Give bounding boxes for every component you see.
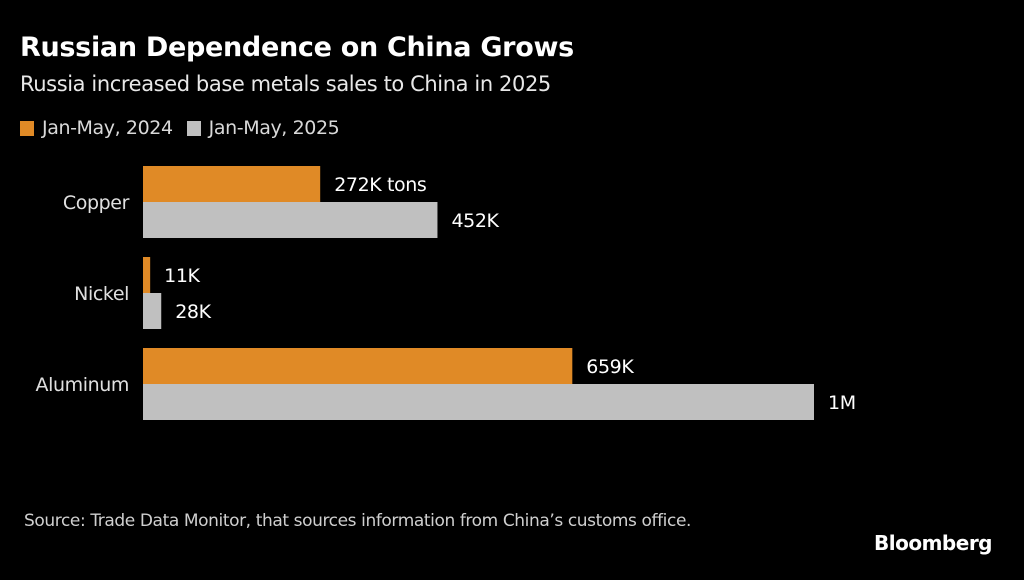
value-label-copper-2025: 452K — [451, 210, 499, 232]
bar-nickel-2025 — [143, 293, 162, 329]
legend-label-2024: Jan-May, 2024 — [42, 117, 173, 139]
legend-swatch-2024 — [20, 120, 34, 136]
bloomberg-logo: Bloomberg — [874, 531, 992, 555]
category-label-copper: Copper — [63, 192, 130, 214]
bar-nickel-2024 — [143, 257, 151, 293]
legend: Jan-May, 2024 Jan-May, 2025 — [20, 117, 353, 139]
value-label-nickel-2025: 28K — [175, 301, 211, 323]
chart-subtitle: Russia increased base metals sales to Ch… — [20, 72, 551, 96]
bar-copper-2025 — [143, 202, 438, 238]
legend-item-2025: Jan-May, 2025 — [186, 117, 340, 139]
value-label-nickel-2024: 11K — [164, 265, 200, 287]
bar-aluminum-2025 — [143, 384, 814, 420]
category-label-aluminum: Aluminum — [36, 374, 130, 396]
bar-aluminum-2024 — [143, 348, 573, 384]
chart-title: Russian Dependence on China Grows — [20, 32, 574, 63]
value-label-aluminum-2024: 659K — [586, 356, 634, 378]
value-label-aluminum-2025: 1M — [828, 392, 856, 414]
value-label-copper-2024: 272K tons — [334, 174, 426, 196]
category-label-nickel: Nickel — [74, 283, 129, 305]
bar-copper-2024 — [143, 166, 321, 202]
legend-label-2025: Jan-May, 2025 — [208, 117, 340, 139]
source-note: Source: Trade Data Monitor, that sources… — [24, 511, 692, 531]
legend-swatch-2025 — [186, 120, 201, 136]
legend-item-2024: Jan-May, 2024 — [20, 117, 173, 139]
